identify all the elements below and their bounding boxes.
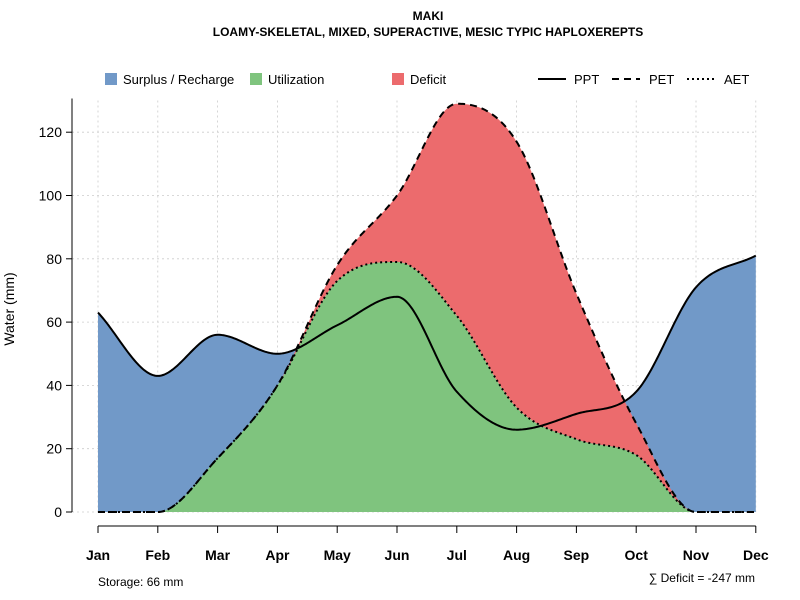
x-tick-label: Apr: [265, 547, 290, 563]
x-tick-label: May: [324, 547, 351, 563]
legend-swatch-utilization: [250, 73, 262, 85]
area-utilization: [98, 261, 756, 512]
y-axis-label: Water (mm): [1, 272, 17, 345]
legend-label-pet: PET: [649, 72, 674, 87]
x-tick-label: Feb: [145, 547, 170, 563]
chart-title: MAKI: [413, 9, 444, 23]
x-tick-label: Sep: [564, 547, 590, 563]
x-tick-label: Mar: [205, 547, 230, 563]
legend-swatch-surplus: [105, 73, 117, 85]
deficit-note: ∑ Deficit = -247 mm: [649, 571, 755, 585]
storage-note: Storage: 66 mm: [98, 575, 183, 589]
series-line-ppt: [97, 254, 757, 431]
legend-label-deficit: Deficit: [410, 72, 447, 87]
y-tick-label: 40: [46, 377, 62, 393]
legend-label-surplus: Surplus / Recharge: [123, 72, 234, 87]
legend-swatch-deficit: [392, 73, 404, 85]
legend-label-utilization: Utilization: [268, 72, 324, 87]
y-tick-label: 80: [46, 251, 62, 267]
legend: Surplus / Recharge Utilization Deficit P…: [105, 72, 749, 87]
x-tick-label: Nov: [683, 547, 710, 563]
x-tick-label: Jul: [447, 547, 467, 563]
legend-label-aet: AET: [724, 72, 749, 87]
x-tick-label: Dec: [743, 547, 769, 563]
y-tick-label: 20: [46, 441, 62, 457]
x-tick-label: Oct: [625, 547, 649, 563]
y-tick-label: 60: [46, 314, 62, 330]
x-tick-label: Jun: [385, 547, 410, 563]
y-tick-label: 100: [39, 188, 63, 204]
legend-label-ppt: PPT: [574, 72, 599, 87]
series-line-aet: [98, 260, 756, 513]
plot-area: 0 20 40 60 80 100 120 Jan Feb Mar Apr May Jun Jul Aug S…: [39, 98, 769, 563]
y-tick-label: 0: [54, 504, 62, 520]
y-tick-label: 120: [39, 124, 63, 140]
x-tick-label: Jan: [86, 547, 110, 563]
x-tick-label: Aug: [503, 547, 530, 563]
chart-subtitle: LOAMY-SKELETAL, MIXED, SUPERACTIVE, MESI…: [213, 25, 644, 39]
